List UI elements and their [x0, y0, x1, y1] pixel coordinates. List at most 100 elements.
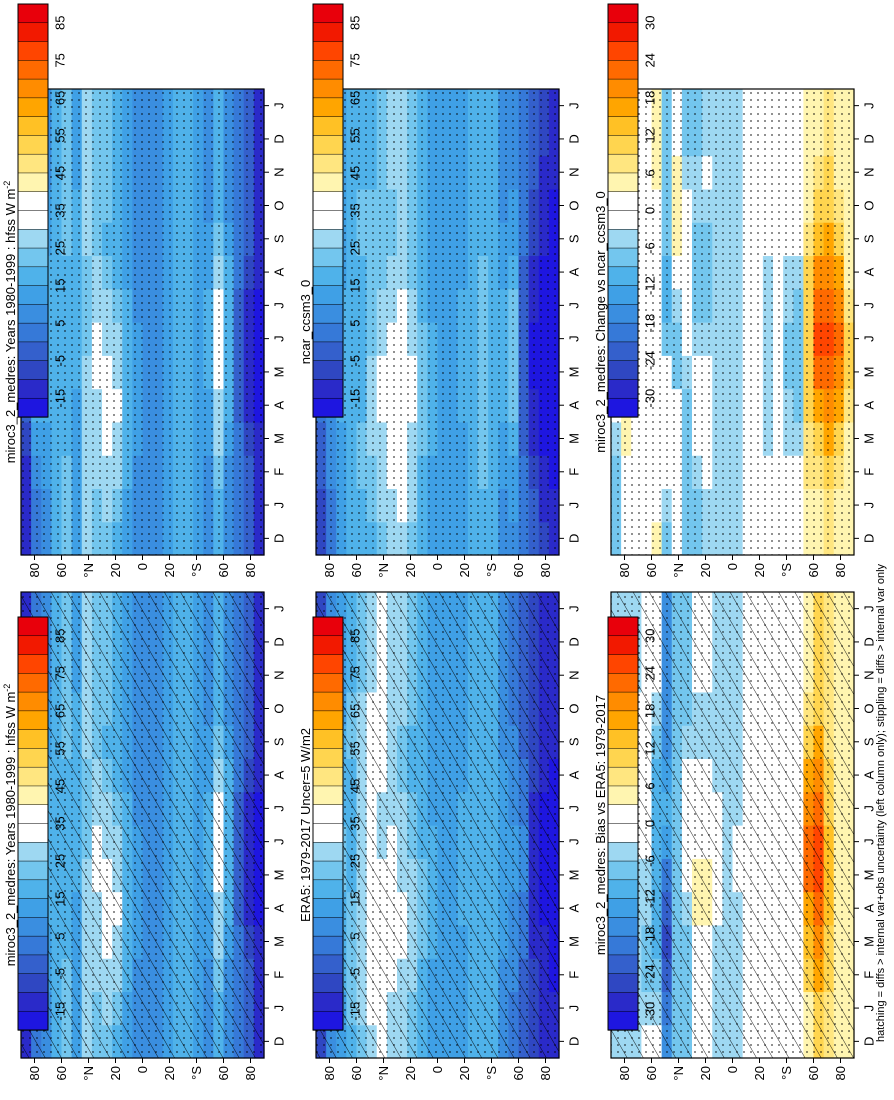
- colorbar-abs: 85 75 65 55 45 35 25 15 5 -5 -15: [17, 3, 68, 418]
- colorbar-swatch: [17, 97, 49, 118]
- colorbar-swatch: [17, 266, 49, 287]
- colorbar-label: 45: [348, 779, 363, 793]
- x-tick-label: S: [567, 234, 582, 243]
- colorbar-label: 25: [53, 241, 68, 255]
- x-tick-label: D: [272, 534, 287, 543]
- y-tick-label: 80: [538, 563, 553, 577]
- x-tick-label: J: [862, 1005, 877, 1012]
- x-tick-label: D: [862, 637, 877, 646]
- x-tick-label: M: [862, 870, 877, 881]
- colorbar-swatch: [607, 116, 639, 137]
- x-tick-label: J: [567, 805, 582, 812]
- colorbar-swatch: [607, 898, 639, 919]
- panel-title: miroc3_2_medres: Bias vs ERA5: 1979-2017: [593, 695, 608, 955]
- x-tick-label: J: [862, 838, 877, 845]
- x-tick-label: N: [272, 168, 287, 177]
- y-tick-label: 80: [322, 563, 337, 577]
- x-tick-label: D: [862, 534, 877, 543]
- colorbar-swatch: [607, 229, 639, 249]
- colorbar-label: 5: [348, 933, 363, 940]
- colorbar-swatch: [17, 935, 49, 956]
- colorbar-swatch: [17, 210, 49, 230]
- y-tick-label: 20: [162, 1066, 177, 1080]
- colorbar-swatch: [17, 616, 49, 637]
- x-tick-label: M: [567, 870, 582, 881]
- x-tick-label: S: [862, 737, 877, 746]
- colorbar-label: 30: [643, 16, 658, 30]
- panel-title: miroc3_2_medres: Change vs ncar_ccsm3_0: [593, 191, 608, 453]
- colorbar-label: 5: [53, 320, 68, 327]
- x-tick-label: D: [567, 134, 582, 143]
- x-tick-label: N: [272, 671, 287, 680]
- hatching-overlay: [611, 592, 854, 1058]
- x-tick-label: J: [567, 335, 582, 342]
- y-tick-label: 80: [322, 1066, 337, 1080]
- x-tick-label: J: [272, 102, 287, 109]
- y-tick-label: 60: [216, 563, 231, 577]
- y-tick-label: °N: [81, 1066, 96, 1081]
- x-tick-label: A: [862, 770, 877, 779]
- colorbar-label: 25: [348, 241, 363, 255]
- colorbar-swatch: [312, 748, 344, 768]
- colorbar-swatch: [607, 992, 639, 1012]
- x-tick-label: A: [272, 401, 287, 410]
- colorbar-label: 85: [53, 629, 68, 643]
- y-tick-label: 20: [108, 1066, 123, 1080]
- colorbar-swatch: [17, 78, 49, 99]
- colorbar-label: -6: [643, 242, 658, 254]
- x-tick-label: J: [272, 502, 287, 509]
- colorbar-label: 30: [643, 629, 658, 643]
- colorbar-swatch: [312, 917, 344, 937]
- y-tick-label: °S: [189, 563, 204, 577]
- colorbar-swatch: [17, 247, 49, 268]
- colorbar-swatch: [17, 341, 49, 362]
- x-tick-label: M: [272, 936, 287, 947]
- colorbar-swatch: [607, 710, 639, 731]
- y-tick-label: 60: [54, 1066, 69, 1080]
- colorbar-swatch: [17, 917, 49, 937]
- colorbar-label: 35: [348, 816, 363, 830]
- y-tick-label: 20: [403, 563, 418, 577]
- colorbar-swatch: [17, 766, 49, 787]
- x-tick-label: A: [567, 267, 582, 276]
- x-tick-label: O: [862, 703, 877, 713]
- y-tick-label: 80: [617, 563, 632, 577]
- x-tick-label: D: [272, 134, 287, 143]
- colorbar-label: 15: [53, 891, 68, 905]
- colorbar-swatch: [312, 766, 344, 787]
- y-tick-label: 80: [538, 1066, 553, 1080]
- x-tick-label: M: [567, 936, 582, 947]
- colorbar-swatch: [17, 60, 49, 80]
- y-tick-label: 0: [430, 563, 445, 570]
- colorbar-swatch: [607, 973, 639, 994]
- y-tick-label: 0: [725, 1066, 740, 1073]
- colorbar-swatch: [312, 635, 344, 656]
- colorbar-swatch: [17, 879, 49, 900]
- colorbar-abs: 85 75 65 55 45 35 25 15 5 -5 -15: [17, 616, 68, 1031]
- colorbar-label: -12: [643, 889, 658, 908]
- colorbar-frame: [312, 3, 344, 418]
- x-tick-label: A: [272, 770, 287, 779]
- colorbar-swatch: [17, 153, 49, 174]
- colorbar-label: 15: [348, 891, 363, 905]
- colorbar-label: -24: [643, 964, 658, 983]
- y-tick-label: 20: [698, 563, 713, 577]
- colorbar-swatch: [312, 41, 344, 61]
- colorbar-swatch: [607, 954, 639, 975]
- colorbar-label: 55: [53, 741, 68, 755]
- colorbar-label: 0: [643, 207, 658, 214]
- colorbar-label: 25: [53, 854, 68, 868]
- colorbar-label: -15: [53, 389, 68, 408]
- hatching-overlay: [21, 592, 264, 1058]
- y-tick-label: 0: [725, 563, 740, 570]
- colorbar-abs: 85 75 65 55 45 35 25 15 5 -5 -15: [312, 3, 363, 418]
- y-tick-label: 20: [403, 1066, 418, 1080]
- x-tick-label: J: [567, 1005, 582, 1012]
- colorbar-swatch: [312, 992, 344, 1012]
- colorbar-swatch: [312, 935, 344, 956]
- colorbar-swatch: [607, 397, 639, 418]
- colorbar-swatch: [312, 785, 344, 806]
- colorbar-swatch: [17, 842, 49, 862]
